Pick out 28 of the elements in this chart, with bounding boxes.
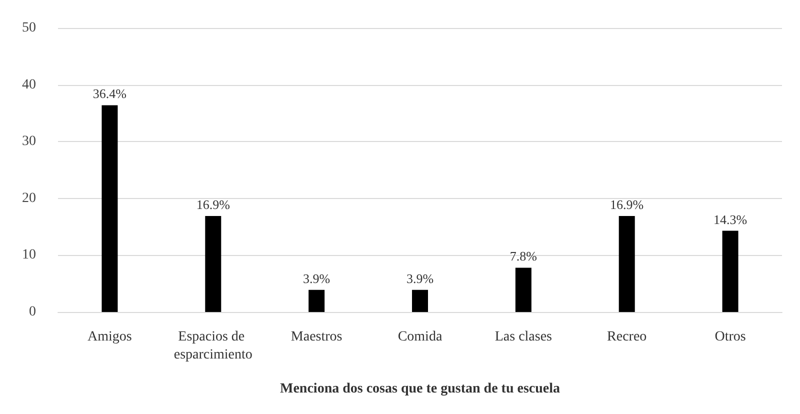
y-tick-label: 40 <box>22 77 36 92</box>
x-tick-label: Maestros <box>290 330 342 344</box>
data-label: 16.9% <box>196 197 230 212</box>
x-tick-label: Comida <box>398 330 443 344</box>
y-tick-label: 50 <box>22 20 36 36</box>
bar <box>412 290 428 312</box>
data-label: 3.9% <box>303 270 330 286</box>
x-tick-label: Espacios de esparcimiento <box>174 330 252 362</box>
bar <box>205 216 222 312</box>
x-tick-label: Las clases <box>494 330 552 344</box>
y-tick-label: 30 <box>22 134 36 150</box>
x-tick-label: Otros <box>714 330 746 344</box>
y-tick-label: 20 <box>22 190 36 206</box>
x-axis-title: Menciona dos cosas que te gustan de tu escuela <box>280 382 560 396</box>
data-label: 36.4% <box>92 86 127 102</box>
y-tick-label: 0 <box>29 304 36 320</box>
bar <box>515 268 532 312</box>
data-label: 3.9% <box>406 270 434 286</box>
bar <box>308 290 325 312</box>
x-tick-label: Recreo <box>607 330 647 344</box>
data-label: 7.8% <box>510 248 538 264</box>
bar <box>722 230 738 312</box>
y-tick-label: 10 <box>22 248 36 263</box>
data-label: 14.3% <box>713 212 748 227</box>
bar <box>618 216 635 312</box>
x-tick-label: Amigos <box>88 330 132 344</box>
data-label: 16.9% <box>610 197 644 212</box>
bar <box>102 105 118 312</box>
